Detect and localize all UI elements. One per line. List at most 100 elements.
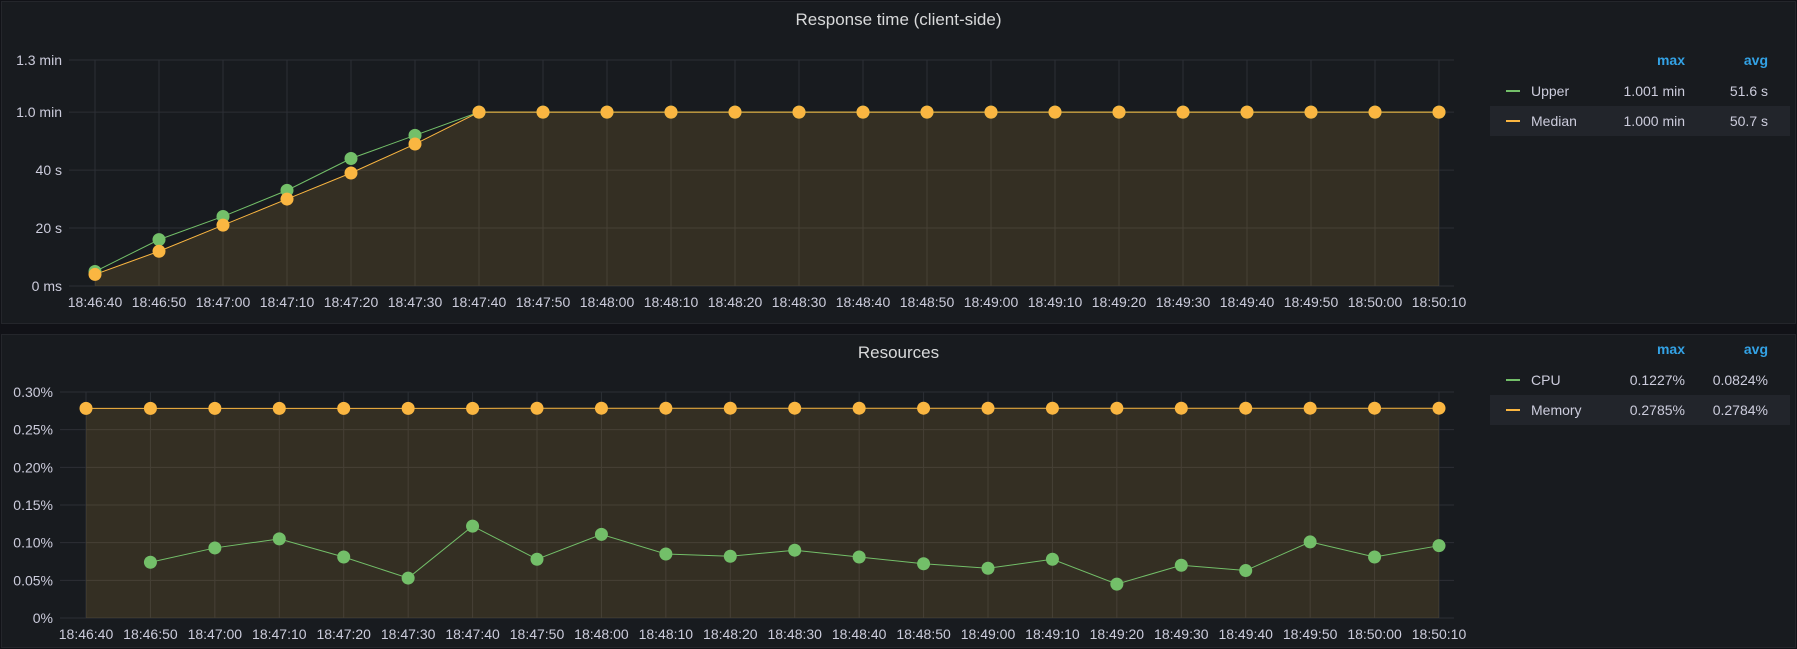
- data-point-median[interactable]: [1112, 105, 1126, 119]
- data-point-cpu[interactable]: [337, 550, 351, 564]
- data-point-median[interactable]: [728, 105, 742, 119]
- x-tick-label: 18:46:40: [68, 294, 123, 310]
- data-point-memory[interactable]: [466, 401, 480, 415]
- data-point-memory[interactable]: [1174, 401, 1188, 415]
- data-point-median[interactable]: [536, 105, 550, 119]
- data-point-cpu[interactable]: [401, 571, 415, 585]
- data-point-cpu[interactable]: [852, 550, 866, 564]
- legend-item-median[interactable]: Median 1.000 min 50.7 s: [1490, 106, 1790, 136]
- data-point-cpu[interactable]: [466, 519, 480, 533]
- legend-series-name[interactable]: CPU: [1531, 372, 1561, 388]
- data-point-upper[interactable]: [152, 233, 166, 247]
- data-point-memory[interactable]: [79, 401, 93, 415]
- data-point-memory[interactable]: [594, 401, 608, 415]
- data-point-median[interactable]: [1304, 105, 1318, 119]
- data-point-median[interactable]: [1240, 105, 1254, 119]
- data-point-memory[interactable]: [1303, 401, 1317, 415]
- response-time-legend: max avg Upper 1.001 min 51.6 s Median 1.…: [1490, 52, 1790, 136]
- data-point-median[interactable]: [1176, 105, 1190, 119]
- x-tick-label: 18:48:00: [580, 294, 635, 310]
- legend-header-avg[interactable]: avg: [1743, 52, 1768, 68]
- data-point-cpu[interactable]: [659, 547, 673, 561]
- legend-item-cpu[interactable]: CPU 0.1227% 0.0824%: [1490, 365, 1790, 395]
- data-point-memory[interactable]: [272, 401, 286, 415]
- data-point-upper[interactable]: [344, 152, 358, 166]
- data-point-memory[interactable]: [852, 401, 866, 415]
- panel-title[interactable]: Response time (client-side): [795, 10, 1002, 29]
- data-point-median[interactable]: [344, 166, 358, 180]
- data-point-cpu[interactable]: [1303, 535, 1317, 549]
- panel-title[interactable]: Resources: [857, 343, 940, 362]
- data-point-median[interactable]: [1048, 105, 1062, 119]
- x-tick-label: 18:48:30: [767, 626, 822, 642]
- data-point-memory[interactable]: [981, 401, 995, 415]
- legend-header-avg[interactable]: avg: [1743, 341, 1768, 357]
- data-point-median[interactable]: [984, 105, 998, 119]
- data-point-cpu[interactable]: [594, 527, 608, 541]
- data-point-median[interactable]: [216, 218, 230, 232]
- data-point-cpu[interactable]: [788, 543, 802, 557]
- x-tick-label: 18:47:00: [196, 294, 251, 310]
- data-point-median[interactable]: [600, 105, 614, 119]
- data-point-memory[interactable]: [1110, 401, 1124, 415]
- y-tick-label: 40 s: [36, 162, 62, 178]
- x-tick-label: 18:49:50: [1283, 626, 1338, 642]
- series-color-swatch: [1506, 90, 1520, 92]
- data-point-median[interactable]: [152, 244, 166, 258]
- data-point-median[interactable]: [856, 105, 870, 119]
- data-point-memory[interactable]: [530, 401, 544, 415]
- y-tick-label: 20 s: [36, 220, 62, 236]
- x-tick-label: 18:48:50: [900, 294, 955, 310]
- y-tick-label: 0.20%: [13, 459, 53, 475]
- data-point-memory[interactable]: [659, 401, 673, 415]
- data-point-cpu[interactable]: [143, 555, 157, 569]
- y-tick-label: 0 ms: [32, 278, 62, 294]
- data-point-cpu[interactable]: [723, 549, 737, 563]
- data-point-median[interactable]: [1432, 105, 1446, 119]
- series-area-median: [95, 112, 1439, 287]
- legend-item-memory[interactable]: Memory 0.2785% 0.2784%: [1490, 395, 1790, 425]
- data-point-memory[interactable]: [1045, 401, 1059, 415]
- data-point-cpu[interactable]: [530, 552, 544, 566]
- data-point-median[interactable]: [280, 192, 294, 206]
- legend-header-max[interactable]: max: [1656, 341, 1685, 357]
- legend-series-name[interactable]: Memory: [1531, 402, 1582, 418]
- data-point-cpu[interactable]: [1239, 564, 1253, 578]
- x-tick-label: 18:48:00: [574, 626, 629, 642]
- data-point-cpu[interactable]: [1368, 550, 1382, 564]
- data-point-memory[interactable]: [788, 401, 802, 415]
- data-point-memory[interactable]: [917, 401, 931, 415]
- legend-header-max[interactable]: max: [1656, 52, 1685, 68]
- data-point-median[interactable]: [88, 267, 102, 281]
- resources-chart: 0% 0.05% 0.10% 0.15% 0.20% 0.25% 0.30% 18:46:40…: [13, 384, 1466, 642]
- data-point-cpu[interactable]: [208, 541, 222, 555]
- x-tick-label: 18:49:40: [1220, 294, 1275, 310]
- legend-series-name[interactable]: Upper: [1531, 83, 1570, 99]
- data-point-memory[interactable]: [723, 401, 737, 415]
- data-point-median[interactable]: [472, 105, 486, 119]
- data-point-cpu[interactable]: [981, 561, 995, 575]
- data-point-cpu[interactable]: [917, 557, 931, 571]
- x-tick-label: 18:49:30: [1156, 294, 1211, 310]
- y-tick-label: 0.05%: [13, 572, 53, 588]
- data-point-memory[interactable]: [401, 401, 415, 415]
- data-point-median[interactable]: [920, 105, 934, 119]
- data-point-cpu[interactable]: [1110, 577, 1124, 591]
- data-point-memory[interactable]: [143, 401, 157, 415]
- data-point-cpu[interactable]: [272, 532, 286, 546]
- data-point-memory[interactable]: [1239, 401, 1253, 415]
- data-point-median[interactable]: [408, 137, 422, 151]
- x-tick-label: 18:47:20: [316, 626, 371, 642]
- data-point-memory[interactable]: [208, 401, 222, 415]
- data-point-memory[interactable]: [1368, 401, 1382, 415]
- data-point-median[interactable]: [792, 105, 806, 119]
- data-point-cpu[interactable]: [1045, 552, 1059, 566]
- data-point-cpu[interactable]: [1432, 539, 1446, 553]
- data-point-median[interactable]: [1368, 105, 1382, 119]
- legend-series-name[interactable]: Median: [1531, 113, 1577, 129]
- data-point-cpu[interactable]: [1174, 558, 1188, 572]
- data-point-memory[interactable]: [337, 401, 351, 415]
- legend-item-upper[interactable]: Upper 1.001 min 51.6 s: [1490, 76, 1790, 106]
- data-point-memory[interactable]: [1432, 401, 1446, 415]
- data-point-median[interactable]: [664, 105, 678, 119]
